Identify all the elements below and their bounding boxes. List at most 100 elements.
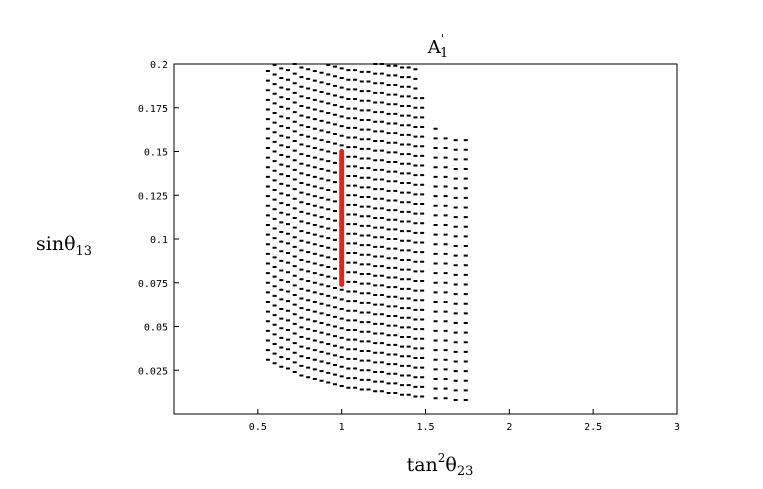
data-point [373, 236, 378, 239]
data-point [400, 162, 405, 165]
data-point [433, 156, 438, 159]
data-point [393, 382, 398, 385]
data-point [312, 185, 317, 188]
data-point [420, 222, 425, 225]
data-point [286, 367, 291, 370]
data-point [463, 379, 468, 382]
data-point [443, 349, 448, 352]
data-point [332, 354, 337, 357]
data-point [359, 330, 364, 333]
data-point [433, 301, 438, 303]
x-axis-title-sym: θ [445, 454, 456, 476]
data-point [272, 266, 277, 268]
data-point [443, 185, 448, 188]
data-point [299, 268, 304, 271]
data-point [346, 261, 351, 264]
data-point [286, 271, 291, 274]
data-point [319, 350, 324, 353]
data-point [312, 195, 317, 198]
data-point [339, 77, 344, 79]
data-point [413, 357, 418, 359]
data-point [292, 168, 297, 171]
data-point [299, 230, 304, 233]
data-point [299, 287, 304, 290]
data-point [332, 200, 337, 203]
data-point [386, 382, 391, 385]
data-point [332, 364, 337, 366]
chart-title: A' 1 [427, 32, 449, 61]
data-point [433, 387, 438, 390]
data-point [319, 81, 324, 84]
data-point [366, 99, 371, 102]
data-point [366, 292, 371, 295]
data-point [386, 353, 391, 356]
data-point [463, 245, 468, 247]
data-point [265, 224, 270, 226]
data-point [379, 101, 384, 104]
data-point [393, 93, 398, 96]
data-point [366, 311, 371, 314]
data-point [406, 384, 411, 387]
data-point [265, 320, 270, 323]
data-point [463, 225, 468, 228]
data-point [413, 299, 418, 302]
data-point [413, 318, 418, 321]
data-point [373, 140, 378, 142]
data-point [339, 308, 344, 310]
data-point [326, 227, 331, 230]
data-point [332, 171, 337, 174]
data-point [386, 257, 391, 260]
data-point [373, 294, 378, 296]
data-point [272, 227, 277, 230]
data-point [299, 182, 304, 184]
data-point [373, 101, 378, 104]
data-point [332, 142, 337, 145]
data-point [299, 210, 304, 213]
data-point [413, 260, 418, 263]
data-point [453, 235, 458, 238]
data-point [366, 128, 371, 131]
data-point [379, 226, 384, 229]
data-point [366, 119, 371, 121]
data-point [386, 295, 391, 298]
data-point [353, 155, 358, 158]
data-point [265, 310, 270, 313]
data-point [292, 82, 297, 85]
data-point [420, 174, 425, 177]
data-point [346, 146, 351, 149]
data-point [319, 91, 324, 93]
data-point [319, 148, 324, 151]
data-point [292, 351, 297, 354]
data-point [292, 332, 297, 335]
data-point [286, 175, 291, 177]
data-point [265, 147, 270, 149]
data-point [312, 281, 317, 284]
data-point [265, 301, 270, 303]
data-point [366, 157, 371, 160]
data-point [366, 253, 371, 256]
point-column [359, 70, 364, 391]
data-point [326, 198, 331, 201]
data-point [326, 83, 331, 86]
data-point [393, 170, 398, 173]
data-point [312, 329, 317, 332]
data-point [292, 149, 297, 152]
data-point [386, 74, 391, 77]
data-point [265, 281, 270, 284]
data-point [346, 329, 351, 331]
point-column [326, 63, 331, 384]
data-point [443, 291, 448, 294]
data-point [312, 127, 317, 130]
data-point [463, 341, 468, 344]
data-point [379, 322, 384, 325]
data-point [433, 397, 438, 400]
data-point [420, 376, 425, 379]
data-point [386, 93, 391, 96]
data-point [272, 275, 277, 278]
data-point [292, 303, 297, 306]
data-point [359, 369, 364, 372]
data-point [319, 196, 324, 199]
data-point [379, 91, 384, 94]
data-point [286, 280, 291, 283]
data-point [326, 63, 331, 66]
